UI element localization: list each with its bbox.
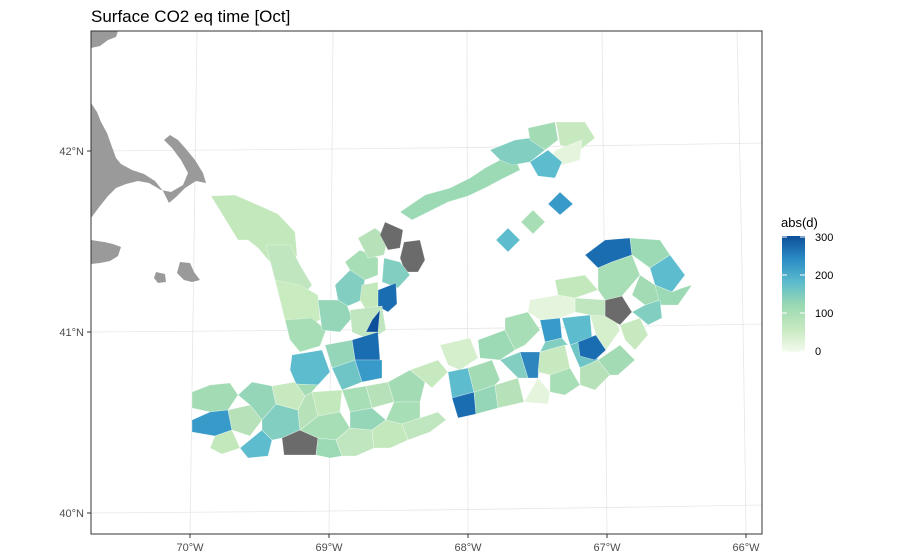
chart-title: Surface CO2 eq time [Oct] xyxy=(91,7,290,26)
legend: abs(d) 300 200 100 0 xyxy=(781,215,833,358)
land-mass xyxy=(91,31,206,283)
legend-tick-label: 300 xyxy=(815,232,833,244)
legend-tick-label: 0 xyxy=(815,346,821,358)
y-tick-label: 40°N xyxy=(59,508,84,520)
panel-border xyxy=(90,30,763,535)
x-tick-label: 68°W xyxy=(454,542,482,554)
x-tick-label: 66°W xyxy=(732,542,760,554)
axis-tick-marks xyxy=(87,150,747,538)
x-tick-label: 69°W xyxy=(315,542,343,554)
x-tick-label: 70°W xyxy=(176,542,204,554)
y-axis: 40°N 41°N 42°N xyxy=(59,146,84,520)
y-tick-label: 42°N xyxy=(59,146,84,158)
shelf-region xyxy=(191,121,693,459)
y-tick-label: 41°N xyxy=(59,327,84,339)
legend-title: abs(d) xyxy=(781,215,818,230)
legend-colorbar xyxy=(782,236,805,352)
legend-tick-label: 100 xyxy=(815,308,833,320)
x-axis: 70°W 69°W 68°W 67°W 66°W xyxy=(176,542,760,554)
x-tick-label: 67°W xyxy=(593,542,621,554)
legend-tick-label: 200 xyxy=(815,270,833,282)
